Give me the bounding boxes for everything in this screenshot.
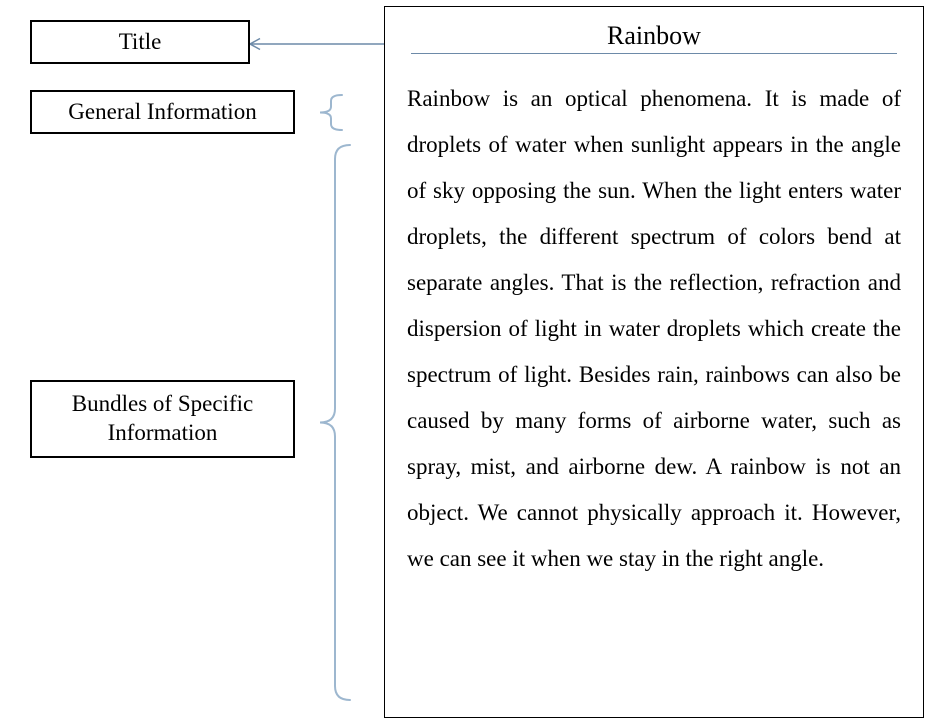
label-general-box: General Information [30,90,295,134]
label-title-box: Title [30,20,250,64]
content-body: Rainbow is an optical phenomena. It is m… [407,76,901,582]
label-general-text: General Information [68,98,256,127]
title-underline [411,53,897,54]
content-title: Rainbow [407,21,901,51]
label-title-text: Title [119,28,162,57]
diagram-canvas: Title General Information Bundles of Spe… [0,0,938,726]
label-bundles-text: Bundles of Specific Information [40,390,285,448]
content-box: Rainbow Rainbow is an optical phenomena.… [384,6,924,718]
label-bundles-box: Bundles of Specific Information [30,380,295,458]
bundles-brace [320,145,350,700]
general-brace [320,95,342,130]
